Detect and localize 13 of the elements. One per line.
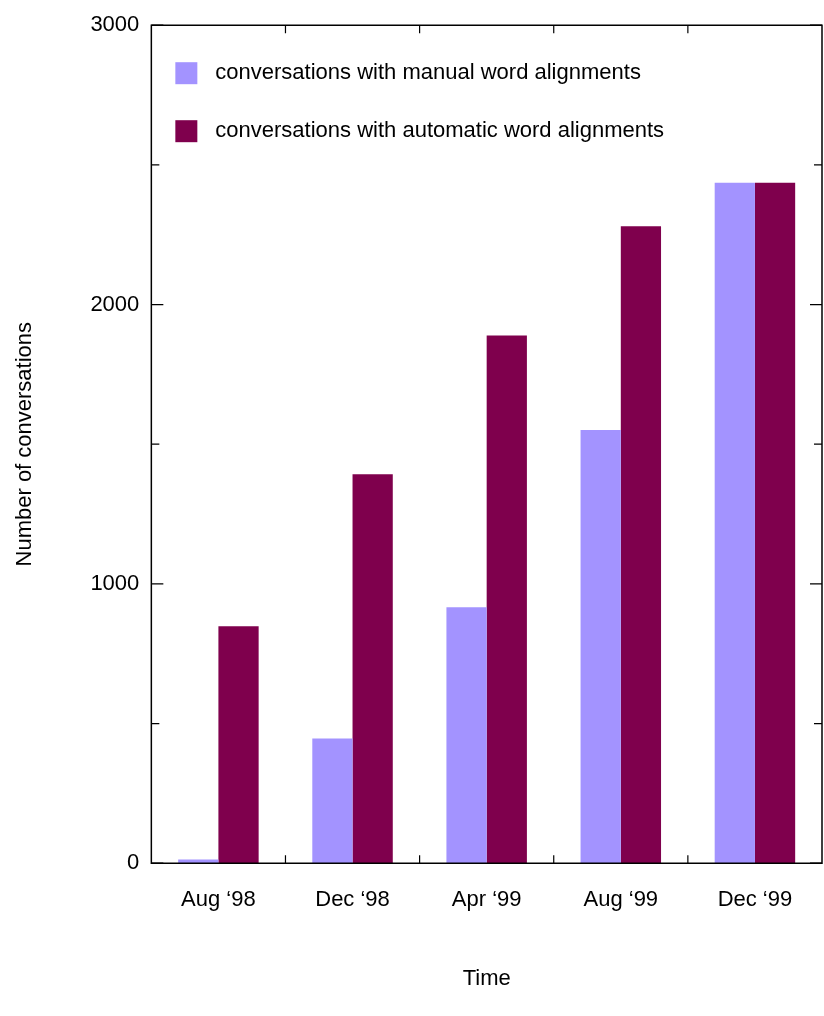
y-tick-label: 1000 xyxy=(90,569,140,595)
x-tick-label: Dec ‘98 xyxy=(315,886,390,912)
y-tick-label: 0 xyxy=(127,849,140,875)
y-axis-title: Number of conversations xyxy=(11,321,37,567)
legend-label: conversations with manual word alignments xyxy=(215,59,641,85)
x-tick-label: Aug ‘98 xyxy=(181,886,256,912)
legend-label: conversations with automatic word alignments xyxy=(215,117,665,143)
x-tick-label: Dec ‘99 xyxy=(717,886,793,912)
y-tick-label: 3000 xyxy=(90,11,140,37)
y-tick-label: 2000 xyxy=(90,290,140,316)
x-tick-label: Apr ‘99 xyxy=(451,886,522,912)
x-axis-title: Time xyxy=(462,964,511,990)
x-tick-label: Aug ‘99 xyxy=(583,886,659,912)
